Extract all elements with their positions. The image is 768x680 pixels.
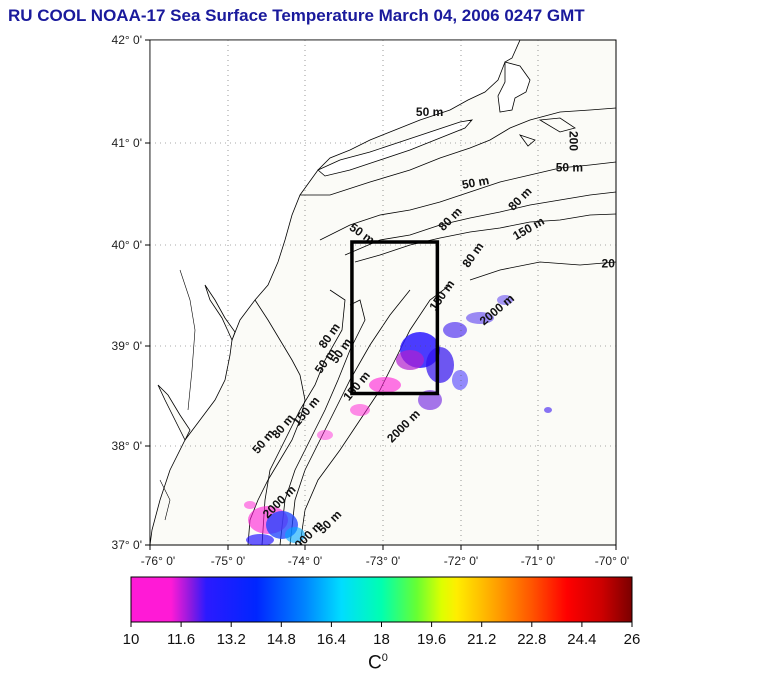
lon-label-74: -74° 0' [288, 554, 322, 568]
lon-label-75: -75° 0' [211, 554, 245, 568]
contour-label: 50 m [556, 160, 583, 174]
lon-label-71: -71° 0' [521, 554, 555, 568]
lat-label-41: 41° 0' [112, 136, 142, 150]
colorbar-tick-label: 14.8 [267, 631, 296, 648]
lat-label-39: 39° 0' [112, 339, 142, 353]
land-mass [150, 40, 521, 545]
colorbar-ticks: 10 11.6 13.2 14.8 16.4 18 19.6 21.2 22.8 24.4 26 [123, 622, 641, 648]
study-area-box [350, 240, 440, 396]
long-island [317, 119, 474, 177]
colorbar-tick-label: 11.6 [167, 631, 195, 648]
bathymetry-contours [247, 107, 616, 545]
colorbar-tick-label: 22.8 [517, 631, 546, 648]
lon-label-76: -76° 0' [141, 554, 175, 568]
contour-label: 50 m [416, 105, 443, 119]
colorbar-tick-label: 16.4 [317, 631, 346, 648]
colorbar [130, 576, 633, 623]
contour-label: 50 m [461, 173, 490, 192]
contour-label: 20 [602, 256, 616, 270]
lon-label-73: -73° 0' [366, 554, 400, 568]
lat-label-37: 37° 0' [112, 538, 142, 552]
colorbar-tick-label: 24.4 [567, 631, 596, 648]
lat-lon-grid [150, 40, 616, 545]
colorbar-unit: C0 [368, 652, 388, 674]
colorbar-tick-label: 13.2 [217, 631, 246, 648]
unit-superscript: 0 [381, 652, 388, 664]
sst-data-patches [244, 295, 552, 545]
contour-label: 200 [566, 131, 580, 151]
lat-label-40: 40° 0' [112, 238, 142, 252]
cape-cod [497, 61, 531, 113]
colorbar-tick-label: 19.6 [417, 631, 446, 648]
colorbar-tick-label: 10 [123, 631, 140, 648]
map-title: RU COOL NOAA-17 Sea Surface Temperature … [8, 6, 585, 25]
colorbar-tick-label: 21.2 [467, 631, 496, 648]
lat-label-42: 42° 0' [112, 33, 142, 47]
lat-label-38: 38° 0' [112, 439, 142, 453]
colorbar-tick-label: 26 [624, 631, 641, 648]
lon-label-72: -72° 0' [444, 554, 478, 568]
unit-text: C [368, 652, 382, 674]
colorbar-tick-label: 18 [373, 631, 390, 648]
lon-label-70: -70° 0' [595, 554, 629, 568]
